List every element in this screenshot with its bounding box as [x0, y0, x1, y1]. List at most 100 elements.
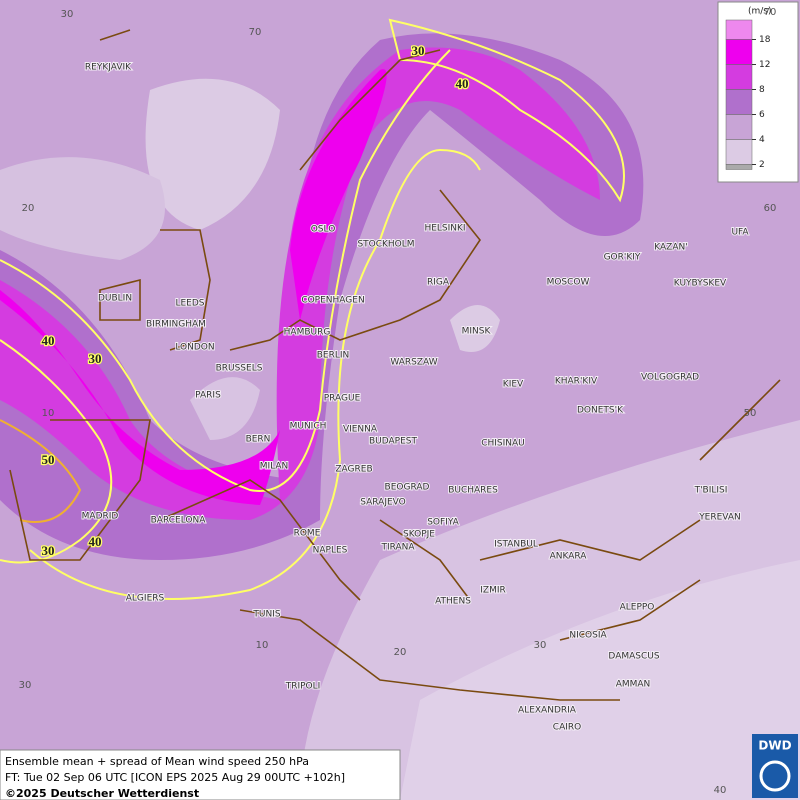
city-label: VIENNA — [343, 425, 378, 435]
contour-label: 40 — [89, 534, 102, 549]
graticule-label: 70 — [249, 27, 262, 38]
city-label: UFA — [731, 228, 749, 238]
footer-box — [0, 749, 401, 800]
legend-swatch — [725, 164, 753, 170]
city-label: SOFIYA — [427, 518, 459, 528]
city-label: CAIRO — [553, 723, 581, 733]
graticule-label: 30 — [19, 680, 32, 691]
legend-label: 4 — [759, 135, 765, 145]
city-label: MADRID — [82, 512, 119, 522]
city-label: HAMBURG — [284, 328, 331, 338]
graticule-label: 50 — [744, 408, 757, 419]
city-label: MINSK — [462, 327, 492, 337]
city-label: REYKJAVIK — [85, 63, 132, 73]
city-label: SKOPJE — [403, 530, 435, 540]
contour-label: 30 — [89, 351, 102, 366]
city-label: ALEPPO — [620, 603, 655, 613]
city-label: OSLO — [311, 225, 336, 235]
contour-label: 50 — [42, 452, 55, 467]
coastline — [9, 29, 781, 701]
footer-line: ©2025 Deutscher Wetterdienst — [5, 787, 199, 800]
graticule-label: 40 — [714, 785, 727, 796]
city-label: STOCKHOLM — [357, 240, 414, 250]
city-label: IZMIR — [480, 586, 506, 596]
logo-swirl — [759, 760, 791, 792]
contour-line — [0, 419, 82, 523]
city-label: T'BILISI — [694, 486, 728, 496]
city-label: KUYBYSKEV — [674, 279, 727, 289]
jet-max — [0, 290, 280, 505]
low-wind-area — [450, 305, 500, 352]
legend-swatch — [725, 64, 753, 90]
city-label: MILAN — [260, 462, 289, 472]
legend-swatch — [725, 89, 753, 115]
graticule-label: 70 — [764, 7, 777, 18]
city-label: SARAJEVO — [360, 498, 406, 508]
graticule-label: 60 — [764, 203, 777, 214]
city-label: AMMAN — [616, 680, 651, 690]
city-label: CHISINAU — [481, 439, 525, 449]
legend-label: 8 — [759, 85, 765, 95]
city-label: WARSZAW — [390, 358, 437, 368]
city-label: PRAGUE — [324, 394, 361, 404]
low-wind-area — [190, 377, 260, 440]
graticule-label: 30 — [61, 9, 74, 20]
city-label: DONETS'K — [577, 406, 624, 416]
city-label: DUBLIN — [98, 294, 132, 304]
city-label: BEOGRAD — [385, 483, 430, 493]
low-wind-area — [0, 157, 165, 260]
graticule-label: 10 — [42, 408, 55, 419]
city-label: ANKARA — [550, 552, 588, 562]
graticule-label: 30 — [534, 640, 547, 651]
city-label: MOSCOW — [547, 278, 590, 288]
graticule-label: 20 — [394, 647, 407, 658]
city-label: BARCELONA — [151, 516, 207, 526]
contour-label: 30 — [42, 543, 55, 558]
city-label: NICOSIA — [569, 631, 607, 641]
city-label: KIEV — [503, 380, 524, 390]
city-label: VOLGOGRAD — [641, 373, 699, 383]
contour-line — [0, 148, 481, 600]
city-label: TUNIS — [252, 610, 280, 620]
city-label: ATHENS — [435, 597, 471, 607]
contour-label: 40 — [42, 333, 55, 348]
city-label: ALEXANDRIA — [518, 706, 577, 716]
city-label: BRUSSELS — [216, 364, 263, 374]
jet-max — [290, 69, 387, 320]
city-label: YEREVAN — [698, 513, 741, 523]
city-label: TIRANA — [380, 543, 415, 553]
contour-label: 30 — [412, 43, 425, 58]
city-label: KHAR'KIV — [555, 377, 598, 387]
city-label: ISTANBUL — [494, 540, 538, 550]
city-label: RIGA — [427, 278, 450, 288]
city-label: DAMASCUS — [608, 652, 659, 662]
footer-line: FT: Tue 02 Sep 06 UTC [ICON EPS 2025 Aug… — [5, 771, 345, 784]
city-label: ZAGREB — [335, 465, 372, 475]
graticule-label: 10 — [256, 640, 269, 651]
city-label: ALGIERS — [126, 594, 165, 604]
contour-line — [388, 18, 625, 203]
legend-label: 6 — [759, 110, 765, 120]
legend-swatch — [725, 19, 753, 40]
city-label: LONDON — [175, 343, 214, 353]
city-label: COPENHAGEN — [301, 296, 364, 306]
legend-swatch — [725, 139, 753, 165]
low-wind-area — [400, 560, 800, 800]
legend-title: (m/s) — [748, 7, 772, 17]
city-label: GOR'KIY — [604, 253, 641, 263]
legend-swatch — [725, 114, 753, 140]
contour-label: 40 — [456, 76, 469, 91]
city-label: BIRMINGHAM — [146, 320, 206, 330]
city-label: TRIPOLI — [285, 682, 321, 692]
city-label: KAZAN' — [654, 243, 687, 253]
city-label: BERLIN — [317, 351, 350, 361]
footer-line: Ensemble mean + spread of Mean wind spee… — [5, 755, 309, 768]
legend-label: 12 — [759, 60, 770, 70]
city-label: BUDAPEST — [369, 437, 418, 447]
city-label: LEEDS — [175, 299, 204, 309]
logo-box — [752, 734, 798, 798]
legend-label: 2 — [759, 160, 765, 170]
city-label: ROME — [294, 529, 321, 539]
city-label: HELSINKI — [424, 224, 465, 234]
